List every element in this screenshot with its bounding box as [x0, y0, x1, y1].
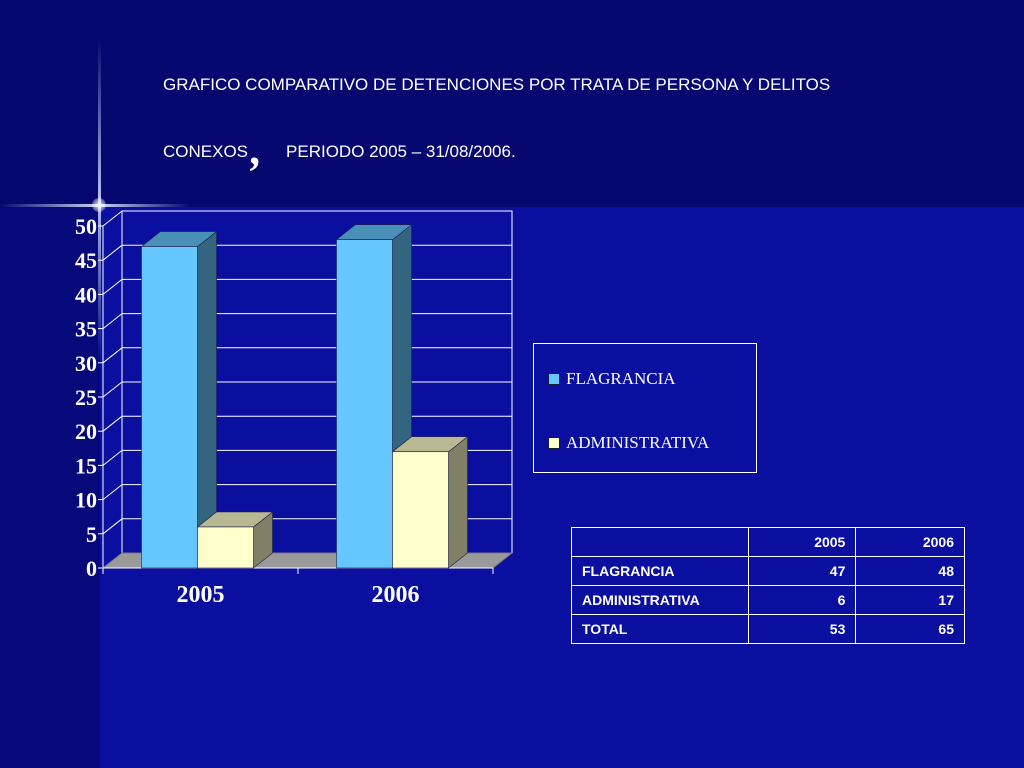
gridline-side	[102, 484, 123, 500]
gridline-side	[102, 415, 123, 432]
slide-title-line-2: CONEXOS PERIODO 2005 – 31/08/2006.	[163, 142, 516, 162]
table-row-label: ADMINISTRATIVA	[571, 585, 749, 615]
y-tick-label: 40	[75, 282, 97, 307]
table-cell: 6	[747, 585, 857, 615]
bar-flagrancia-2005	[141, 246, 198, 569]
legend-swatch-flagrancia	[548, 373, 560, 385]
data-table: 2005 2006 FLAGRANCIA 47 48 ADMINISTRATIV…	[571, 527, 965, 644]
gridline-side	[102, 381, 123, 398]
gridline-side	[102, 244, 123, 261]
gridline-side	[102, 279, 123, 295]
table-row-label: FLAGRANCIA	[571, 556, 749, 586]
bar-flagrancia-2006	[336, 239, 393, 569]
table-header-row: 2005 2006	[571, 527, 965, 557]
legend-item-flagrancia: FLAGRANCIA	[548, 368, 676, 390]
background-top-band	[0, 0, 1024, 207]
slide-title-conexos: CONEXOS	[163, 142, 249, 161]
light-flare-center	[92, 198, 106, 212]
legend-item-administrativa: ADMINISTRATIVA	[548, 432, 709, 454]
legend-swatch-administrativa	[548, 437, 560, 449]
y-tick-label: 20	[75, 419, 97, 444]
table-header-cell	[571, 527, 749, 557]
gridline-side	[102, 313, 123, 329]
y-tick-label: 5	[86, 522, 97, 547]
table-header-cell: 2005	[747, 527, 857, 557]
x-category-label: 2005	[177, 582, 225, 608]
table-cell: 47	[747, 556, 857, 586]
slide-title-periodo: PERIODO 2005 – 31/08/2006.	[286, 142, 516, 161]
table-cell: 53	[747, 614, 857, 644]
table-header-cell: 2006	[855, 527, 965, 557]
y-tick-label: 30	[75, 351, 97, 376]
table-row: TOTAL 53 65	[571, 614, 965, 644]
table-row: ADMINISTRATIVA 6 17	[571, 585, 965, 615]
table-cell: 48	[855, 556, 965, 586]
table-cell: 17	[855, 585, 965, 615]
gridline-side	[102, 347, 123, 364]
table-row: FLAGRANCIA 47 48	[571, 556, 965, 586]
bar-side-administrativa-2006	[448, 436, 468, 569]
y-tick-label: 35	[75, 317, 97, 342]
x-category-label: 2006	[372, 582, 420, 608]
bar-administrativa-2006	[392, 451, 449, 569]
y-tick-label: 25	[75, 385, 97, 410]
y-tick-label: 10	[75, 488, 97, 513]
legend-label-administrativa: ADMINISTRATIVA	[566, 433, 710, 452]
y-tick-label: 50	[75, 214, 97, 239]
chart-legend: FLAGRANCIA ADMINISTRATIVA	[533, 343, 757, 473]
table-cell: 65	[855, 614, 965, 644]
title-comma-mark: ,	[251, 125, 262, 174]
gridline-side	[102, 518, 123, 535]
y-tick-label: 15	[75, 453, 97, 478]
table-row-label: TOTAL	[571, 614, 749, 644]
y-tick-label: 45	[75, 248, 97, 273]
y-tick-label: 0	[86, 556, 97, 581]
bar-administrativa-2005	[197, 526, 254, 569]
slide-title-line-1: GRAFICO COMPARATIVO DE DETENCIONES POR T…	[163, 75, 831, 94]
legend-label-flagrancia: FLAGRANCIA	[566, 369, 676, 388]
gridline-side	[102, 450, 123, 466]
gridline-side	[102, 210, 123, 227]
